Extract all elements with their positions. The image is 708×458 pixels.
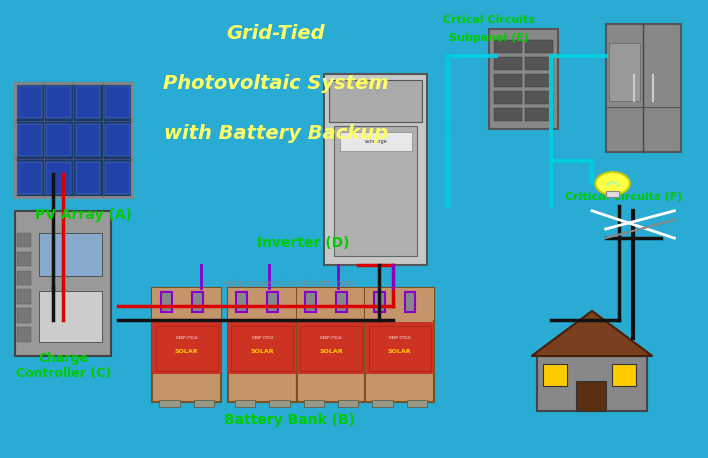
FancyBboxPatch shape <box>228 322 297 374</box>
FancyBboxPatch shape <box>269 400 290 407</box>
FancyBboxPatch shape <box>525 108 553 121</box>
FancyBboxPatch shape <box>156 326 218 371</box>
FancyBboxPatch shape <box>105 124 130 156</box>
FancyBboxPatch shape <box>192 292 202 312</box>
FancyBboxPatch shape <box>17 271 31 285</box>
FancyBboxPatch shape <box>297 322 365 374</box>
Text: Inverter (D): Inverter (D) <box>257 236 350 250</box>
Text: DEEP CYCLE: DEEP CYCLE <box>320 336 342 340</box>
Text: SOLAR: SOLAR <box>388 349 411 354</box>
FancyBboxPatch shape <box>365 288 434 402</box>
FancyBboxPatch shape <box>610 43 640 101</box>
Text: SOLAR: SOLAR <box>251 349 274 354</box>
FancyBboxPatch shape <box>606 24 681 152</box>
FancyBboxPatch shape <box>236 292 247 312</box>
FancyBboxPatch shape <box>159 400 180 407</box>
FancyBboxPatch shape <box>369 326 430 371</box>
FancyBboxPatch shape <box>542 364 566 386</box>
FancyBboxPatch shape <box>39 233 102 276</box>
FancyBboxPatch shape <box>365 322 434 374</box>
FancyBboxPatch shape <box>576 381 606 411</box>
FancyBboxPatch shape <box>17 86 42 119</box>
FancyBboxPatch shape <box>76 86 101 119</box>
FancyBboxPatch shape <box>525 40 553 53</box>
Text: Critical Circuits (F): Critical Circuits (F) <box>564 192 682 202</box>
Text: Subpanel (E): Subpanel (E) <box>449 33 529 43</box>
FancyBboxPatch shape <box>47 162 72 194</box>
Text: Grid-Tied: Grid-Tied <box>227 24 326 43</box>
FancyBboxPatch shape <box>340 131 412 151</box>
FancyBboxPatch shape <box>324 74 427 266</box>
FancyBboxPatch shape <box>17 308 31 323</box>
FancyBboxPatch shape <box>606 191 620 197</box>
FancyBboxPatch shape <box>338 400 358 407</box>
FancyBboxPatch shape <box>537 356 647 411</box>
FancyBboxPatch shape <box>494 91 522 104</box>
Text: SOLAR: SOLAR <box>175 349 199 354</box>
Text: with Battery Backup: with Battery Backup <box>164 124 388 143</box>
FancyBboxPatch shape <box>235 400 256 407</box>
FancyBboxPatch shape <box>194 400 215 407</box>
Text: Charge
Controller (C): Charge Controller (C) <box>16 352 110 380</box>
FancyBboxPatch shape <box>228 288 297 320</box>
FancyBboxPatch shape <box>17 233 31 247</box>
FancyBboxPatch shape <box>525 74 553 87</box>
Text: sunverge: sunverge <box>365 139 387 144</box>
Text: DEEP CYCLE: DEEP CYCLE <box>176 336 198 340</box>
FancyBboxPatch shape <box>105 86 130 119</box>
FancyBboxPatch shape <box>297 288 365 402</box>
FancyBboxPatch shape <box>232 326 293 371</box>
Text: Battery Bank (B): Battery Bank (B) <box>224 413 355 427</box>
FancyBboxPatch shape <box>365 288 434 320</box>
FancyBboxPatch shape <box>336 292 347 312</box>
FancyBboxPatch shape <box>47 124 72 156</box>
FancyBboxPatch shape <box>152 322 221 374</box>
FancyBboxPatch shape <box>305 292 316 312</box>
FancyBboxPatch shape <box>489 29 558 129</box>
FancyBboxPatch shape <box>297 288 365 320</box>
FancyBboxPatch shape <box>228 288 297 402</box>
Text: DEEP CYCLE: DEEP CYCLE <box>251 336 273 340</box>
Circle shape <box>595 172 629 195</box>
FancyBboxPatch shape <box>494 108 522 121</box>
Text: Crtical Circuits: Crtical Circuits <box>443 15 535 25</box>
FancyBboxPatch shape <box>494 74 522 87</box>
FancyBboxPatch shape <box>329 80 422 122</box>
Text: SOLAR: SOLAR <box>319 349 343 354</box>
FancyBboxPatch shape <box>494 40 522 53</box>
Polygon shape <box>532 311 652 356</box>
FancyBboxPatch shape <box>300 326 362 371</box>
FancyBboxPatch shape <box>17 162 42 194</box>
FancyBboxPatch shape <box>525 91 553 104</box>
FancyBboxPatch shape <box>17 327 31 342</box>
FancyBboxPatch shape <box>76 124 101 156</box>
FancyBboxPatch shape <box>39 291 102 342</box>
FancyBboxPatch shape <box>105 162 130 194</box>
FancyBboxPatch shape <box>17 251 31 266</box>
FancyBboxPatch shape <box>525 57 553 70</box>
Text: Photovoltaic System: Photovoltaic System <box>164 74 389 93</box>
FancyBboxPatch shape <box>404 292 416 312</box>
FancyBboxPatch shape <box>47 86 72 119</box>
FancyBboxPatch shape <box>612 364 636 386</box>
Text: PV Array (A): PV Array (A) <box>35 208 132 222</box>
Text: solarpowerplanetearth.com: solarpowerplanetearth.com <box>222 278 358 289</box>
FancyBboxPatch shape <box>374 292 384 312</box>
FancyBboxPatch shape <box>494 57 522 70</box>
FancyBboxPatch shape <box>152 288 221 402</box>
Text: DEEP CYCLE: DEEP CYCLE <box>389 336 411 340</box>
FancyBboxPatch shape <box>15 211 111 356</box>
FancyBboxPatch shape <box>152 288 221 320</box>
FancyBboxPatch shape <box>161 292 172 312</box>
FancyBboxPatch shape <box>304 400 324 407</box>
FancyBboxPatch shape <box>372 400 393 407</box>
FancyBboxPatch shape <box>406 400 427 407</box>
FancyBboxPatch shape <box>76 162 101 194</box>
FancyBboxPatch shape <box>17 124 42 156</box>
FancyBboxPatch shape <box>267 292 278 312</box>
FancyBboxPatch shape <box>334 126 417 256</box>
FancyBboxPatch shape <box>15 83 132 197</box>
FancyBboxPatch shape <box>17 289 31 304</box>
